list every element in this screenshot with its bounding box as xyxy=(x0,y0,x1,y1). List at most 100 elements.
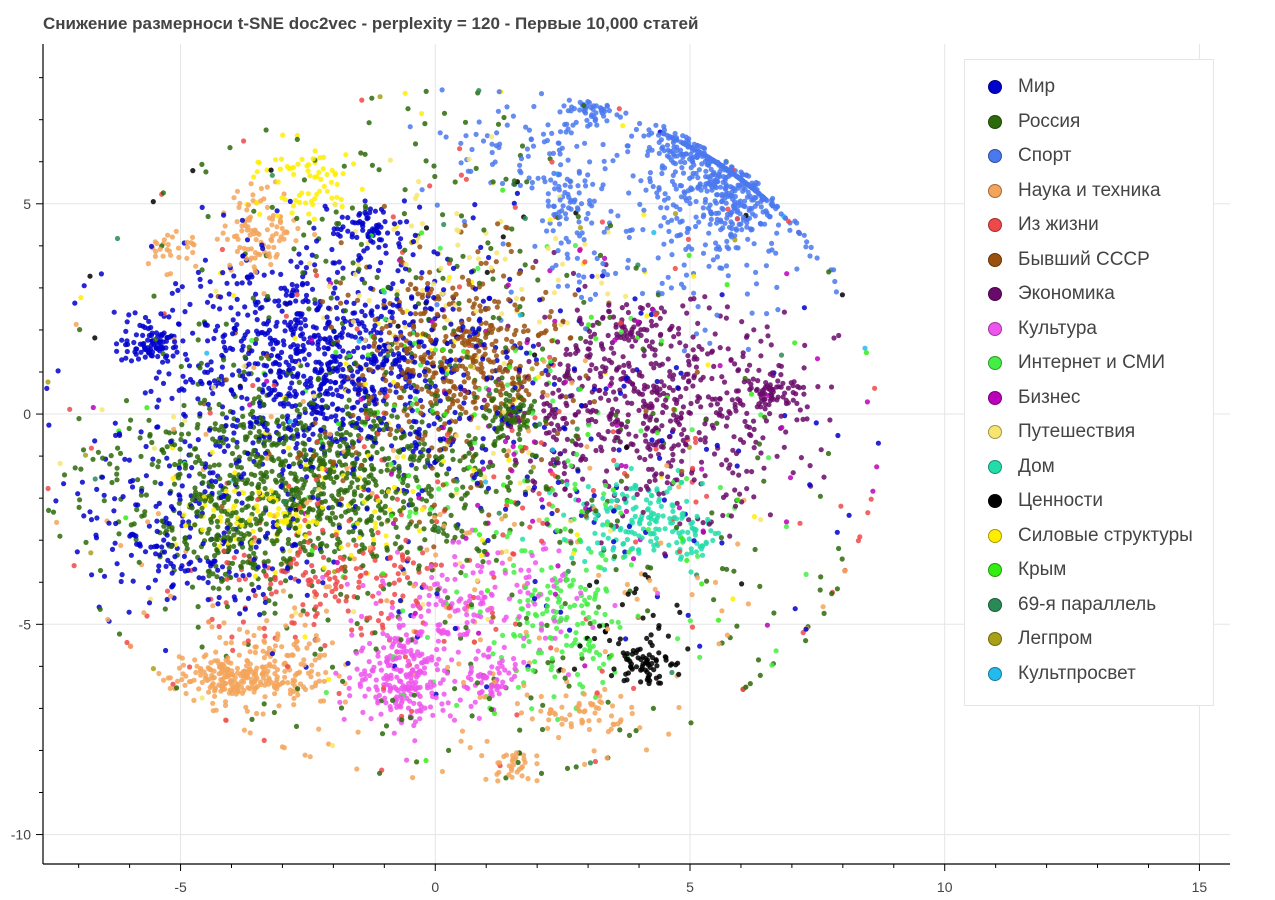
data-point xyxy=(419,221,425,227)
data-point xyxy=(507,556,513,562)
data-point xyxy=(633,433,639,439)
data-point xyxy=(516,431,522,437)
data-point xyxy=(274,667,281,673)
data-point xyxy=(555,474,561,480)
data-point xyxy=(554,647,560,653)
data-point xyxy=(521,323,528,329)
data-point xyxy=(501,482,507,488)
data-point xyxy=(593,418,599,425)
data-point xyxy=(476,532,483,538)
data-point xyxy=(726,224,733,230)
data-point xyxy=(592,530,598,536)
data-point xyxy=(253,544,259,550)
data-point xyxy=(371,227,377,233)
data-point xyxy=(487,459,493,465)
data-point xyxy=(391,407,397,413)
data-point xyxy=(503,349,509,355)
data-point xyxy=(352,271,358,278)
data-point xyxy=(766,402,772,408)
data-point xyxy=(378,598,384,604)
data-point xyxy=(640,227,646,233)
data-point xyxy=(653,446,659,452)
data-point xyxy=(599,343,605,349)
data-point xyxy=(504,122,510,128)
data-point xyxy=(610,429,616,435)
data-point xyxy=(756,367,762,373)
data-point xyxy=(234,219,240,225)
data-point xyxy=(416,701,423,707)
data-point xyxy=(582,140,588,146)
data-point xyxy=(404,219,410,225)
data-point xyxy=(587,582,593,589)
data-point xyxy=(532,560,539,566)
data-point xyxy=(574,143,580,149)
data-point xyxy=(664,463,670,469)
data-point xyxy=(572,242,579,249)
data-point xyxy=(193,669,199,676)
data-point xyxy=(875,440,882,446)
data-point xyxy=(530,518,536,524)
data-point xyxy=(495,121,502,127)
data-point xyxy=(292,335,298,341)
data-point xyxy=(442,506,448,512)
data-point xyxy=(475,563,481,569)
data-point xyxy=(678,183,685,189)
data-point xyxy=(185,567,191,574)
data-point xyxy=(634,448,640,454)
data-point xyxy=(431,581,438,588)
data-point xyxy=(369,162,375,168)
data-point xyxy=(493,488,499,494)
data-point xyxy=(247,730,253,736)
data-point xyxy=(373,482,379,488)
data-point xyxy=(577,233,583,239)
data-point xyxy=(839,292,846,298)
data-point xyxy=(702,439,708,445)
data-point xyxy=(332,549,338,555)
data-point xyxy=(355,391,361,397)
data-point xyxy=(264,227,270,233)
data-point xyxy=(345,215,351,221)
data-point xyxy=(758,338,764,344)
data-point xyxy=(72,465,78,471)
data-point xyxy=(354,456,360,462)
data-point xyxy=(739,227,745,233)
data-point xyxy=(264,491,270,497)
data-point xyxy=(471,379,477,386)
data-point xyxy=(520,328,527,335)
data-point xyxy=(764,324,770,330)
data-point xyxy=(210,585,216,591)
data-point xyxy=(593,447,599,454)
data-point xyxy=(192,657,198,663)
data-point xyxy=(422,121,428,127)
data-point xyxy=(75,491,81,497)
data-point xyxy=(315,535,321,542)
data-point xyxy=(778,413,784,419)
data-point xyxy=(241,727,247,733)
data-point xyxy=(548,564,554,571)
data-point xyxy=(45,485,51,492)
data-point xyxy=(355,369,361,375)
data-point xyxy=(378,337,384,343)
data-point xyxy=(413,674,420,680)
data-point xyxy=(447,713,453,719)
data-point xyxy=(297,540,303,547)
data-point xyxy=(425,285,431,291)
data-point xyxy=(709,396,715,402)
data-point xyxy=(549,655,555,662)
data-point xyxy=(599,668,605,674)
data-point xyxy=(156,397,162,403)
data-point xyxy=(561,103,567,109)
data-point xyxy=(382,510,388,516)
data-point xyxy=(316,726,322,732)
data-point xyxy=(275,431,281,437)
data-point xyxy=(135,477,141,483)
data-point xyxy=(521,752,527,758)
data-point xyxy=(333,279,339,285)
data-point xyxy=(219,564,226,570)
data-point xyxy=(734,463,740,469)
data-point xyxy=(337,443,343,449)
data-point xyxy=(92,476,98,482)
data-point xyxy=(569,555,575,561)
data-point xyxy=(224,280,230,286)
